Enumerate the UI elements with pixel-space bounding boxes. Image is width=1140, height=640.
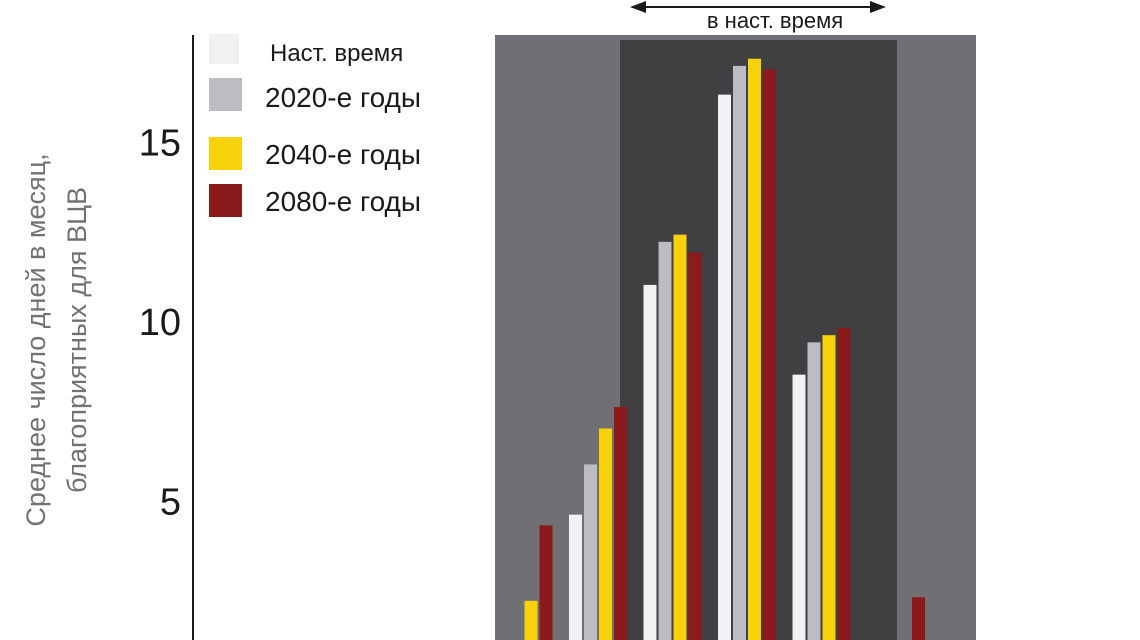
y-tick-label: 10 <box>139 302 181 344</box>
bar <box>748 58 761 640</box>
bar <box>718 94 731 640</box>
legend-swatch <box>209 78 242 111</box>
legend-swatch <box>209 137 242 170</box>
bar <box>599 428 612 640</box>
y-axis-label: Среднее число дней в месяц, благоприятны… <box>21 153 92 526</box>
y-tick-label: 5 <box>160 481 181 523</box>
bar <box>807 342 821 640</box>
legend-label: 2080-е годы <box>265 186 421 217</box>
legend-label: Наст. время <box>270 40 403 67</box>
period-label: в наст. время <box>707 8 843 33</box>
bar <box>688 252 702 640</box>
legend-swatch <box>209 184 242 217</box>
legend-label: 2040-е годы <box>265 139 421 170</box>
bar <box>658 241 672 640</box>
y-axis-label-line1: Среднее число дней в месяц, <box>21 153 51 526</box>
bar <box>614 406 627 640</box>
period-annotation: в наст. время <box>630 1 886 33</box>
bar <box>822 335 836 640</box>
period-arrow-left-head <box>630 1 646 13</box>
bar <box>912 597 925 640</box>
y-ticks: 5 10 15 <box>139 122 181 523</box>
y-tick-label: 15 <box>139 122 181 164</box>
bar <box>673 234 687 640</box>
bar <box>792 374 806 640</box>
bar <box>763 69 776 640</box>
bar <box>837 327 851 640</box>
bars-group <box>524 58 925 640</box>
bar <box>733 65 746 640</box>
legend-swatch <box>209 34 239 64</box>
bar <box>569 514 582 640</box>
bar <box>539 525 553 640</box>
y-axis-label-line2: благоприятных для ВЦВ <box>62 187 92 493</box>
bar <box>643 284 657 640</box>
bar <box>584 464 597 640</box>
bar <box>524 600 538 640</box>
legend-label: 2020-е годы <box>265 82 421 113</box>
legend: Наст. время 2020-е годы 2040-е годы 2080-е … <box>209 34 421 217</box>
period-arrow-right-head <box>870 1 886 13</box>
